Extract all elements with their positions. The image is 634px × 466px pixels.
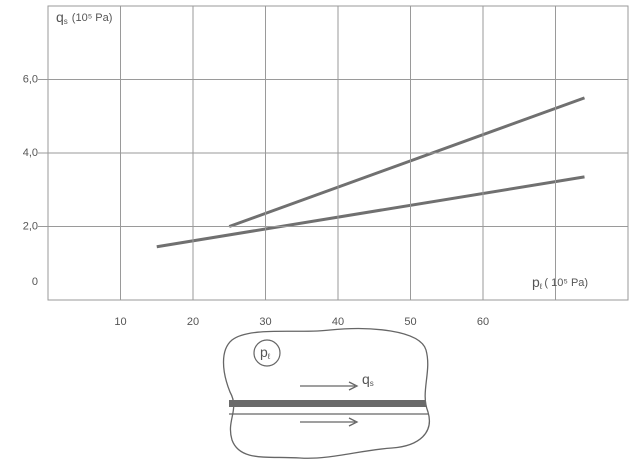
x-label-subscript: ℓ bbox=[539, 282, 543, 291]
y-axis-label: qs (10⁵ Pa) bbox=[56, 9, 112, 26]
x-label-symbol: p bbox=[532, 274, 540, 290]
x-tick-label: 50 bbox=[404, 316, 416, 328]
shear-label: qs bbox=[362, 371, 374, 388]
chart: 6050403020106,04,02,00qs(10⁵ Pa) pℓ( 10⁵… bbox=[0, 0, 634, 466]
x-tick-label: 60 bbox=[477, 316, 489, 328]
x-tick-label: 30 bbox=[259, 316, 271, 328]
shear-subscript: s bbox=[370, 379, 374, 388]
y-label-subscript: s bbox=[64, 17, 68, 26]
x-tick-label: 20 bbox=[187, 316, 199, 328]
y-tick-label: 0 bbox=[32, 276, 38, 288]
x-axis-label: pℓ( 10⁵ Pa) bbox=[532, 274, 588, 291]
flow-diagram: pℓ qs bbox=[224, 329, 430, 459]
x-tick-label: 10 bbox=[114, 316, 126, 328]
y-tick-label: 2,0 bbox=[23, 220, 38, 232]
shear-symbol: q bbox=[362, 371, 370, 387]
data-line bbox=[157, 177, 585, 247]
pressure-subscript: ℓ bbox=[267, 352, 271, 361]
x-tick-label: 40 bbox=[332, 316, 344, 328]
y-label-unit: (10⁵ Pa) bbox=[72, 12, 113, 24]
page: 6050403020106,04,02,00qs(10⁵ Pa) pℓ( 10⁵… bbox=[0, 0, 634, 466]
y-tick-label: 4,0 bbox=[23, 147, 38, 159]
x-label-unit: ( 10⁵ Pa) bbox=[544, 277, 588, 289]
y-tick-label: 6,0 bbox=[23, 73, 38, 85]
pressure-label: pℓ bbox=[260, 344, 271, 361]
thick-layer bbox=[229, 400, 426, 407]
pressure-symbol: p bbox=[260, 344, 268, 360]
y-label-symbol: q bbox=[56, 9, 64, 25]
